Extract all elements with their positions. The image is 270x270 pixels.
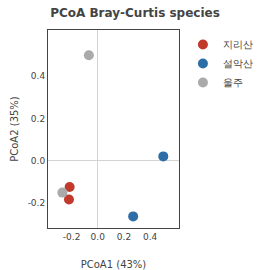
svg-text:PCoA1 (43%): PCoA1 (43%): [81, 259, 147, 270]
svg-text:0.4: 0.4: [31, 71, 46, 81]
svg-text:지리산: 지리산: [223, 39, 253, 50]
svg-text:0.0: 0.0: [91, 232, 106, 242]
svg-text:PCoA Bray-Curtis species: PCoA Bray-Curtis species: [50, 6, 220, 20]
svg-text:0.2: 0.2: [117, 232, 131, 242]
svg-text:0.2: 0.2: [31, 114, 45, 124]
svg-text:울주: 울주: [223, 77, 243, 88]
svg-text:0.0: 0.0: [31, 156, 46, 166]
svg-text:설악산: 설악산: [223, 58, 253, 69]
svg-text:-0.2: -0.2: [63, 232, 81, 242]
svg-text:-0.2: -0.2: [28, 198, 46, 208]
svg-text:0.4: 0.4: [143, 232, 158, 242]
svg-text:PCoA2 (35%): PCoA2 (35%): [9, 96, 20, 162]
